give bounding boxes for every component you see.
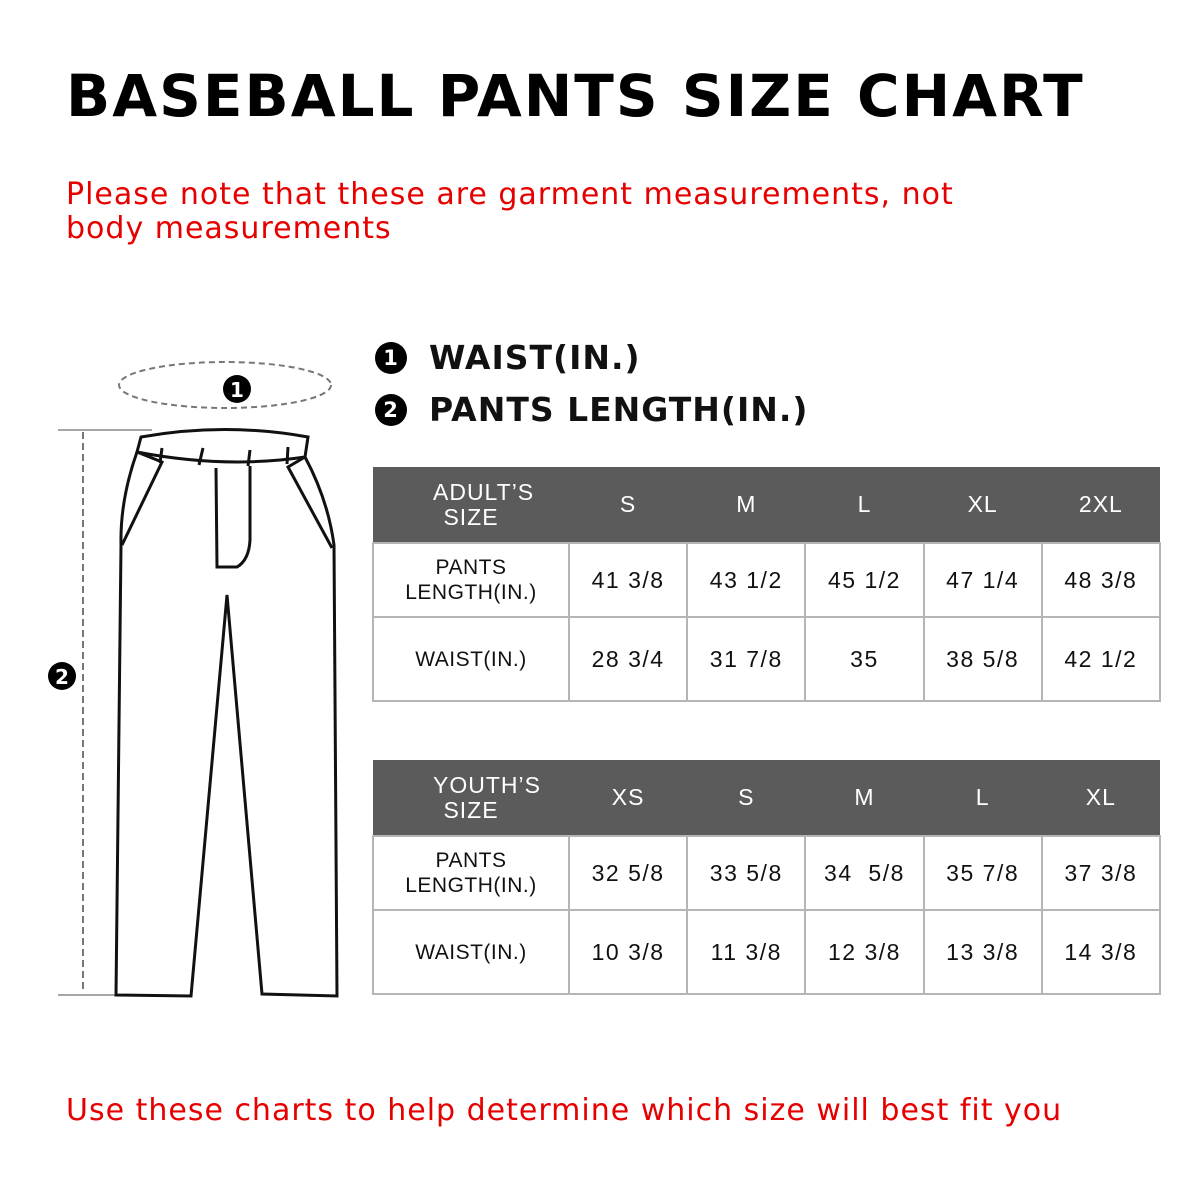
table-cell: 11 3/8 xyxy=(686,909,807,995)
waist-measure-ellipse xyxy=(118,361,332,409)
number-two-icon: 2 xyxy=(375,393,407,426)
size-header: 2XL xyxy=(1041,467,1160,543)
table-header-row: YOUTH’S SIZE XS S M L XL xyxy=(373,760,1160,836)
table-cell: 35 7/8 xyxy=(922,835,1043,911)
legend-waist-label: WAIST(IN.) xyxy=(429,338,641,377)
youth-size-table: YOUTH’S SIZE XS S M L XL PANTS LENGTH(IN… xyxy=(372,760,1162,995)
size-header: M xyxy=(805,760,924,836)
table-cell: 35 xyxy=(804,616,925,702)
table-cell: 42 1/2 xyxy=(1040,616,1162,702)
garment-note: Please note that these are garment measu… xyxy=(66,177,954,246)
table-row: WAIST(IN.) 28 3/4 31 7/8 35 38 5/8 42 1/… xyxy=(372,616,1162,702)
length-marker-number: 2 xyxy=(55,665,69,689)
header-label: YOUTH’S SIZE xyxy=(373,760,569,836)
table-cell: 47 1/4 xyxy=(922,542,1043,618)
size-header: XL xyxy=(923,467,1042,543)
row-label: WAIST(IN.) xyxy=(372,616,570,702)
table-header-row: ADULT’S SIZE S M L XL 2XL xyxy=(373,467,1160,543)
pants-outline xyxy=(114,428,339,998)
legend-length-label: PANTS LENGTH(IN.) xyxy=(429,390,809,429)
row-label: WAIST(IN.) xyxy=(372,909,570,995)
waist-marker-icon xyxy=(223,375,251,403)
table-cell: 45 1/2 xyxy=(804,542,925,618)
size-header: L xyxy=(805,467,924,543)
header-label: ADULT’S SIZE xyxy=(373,467,569,543)
table-cell: 12 3/8 xyxy=(804,909,925,995)
size-header: XL xyxy=(1041,760,1160,836)
table-cell: 32 5/8 xyxy=(567,835,689,911)
table-cell: 13 3/8 xyxy=(922,909,1043,995)
table-row: PANTS LENGTH(IN.) 41 3/8 43 1/2 45 1/2 4… xyxy=(372,542,1162,618)
pants-diagram: 1 2 xyxy=(48,361,339,998)
page-title: BASEBALL PANTS SIZE CHART xyxy=(66,62,1085,130)
length-marker-icon xyxy=(48,662,76,690)
row-label: PANTS LENGTH(IN.) xyxy=(372,835,570,911)
table-cell: 43 1/2 xyxy=(686,542,807,618)
table-row: PANTS LENGTH(IN.) 32 5/8 33 5/8 34 5/8 3… xyxy=(372,835,1162,911)
size-header: L xyxy=(923,760,1042,836)
table-cell: 31 7/8 xyxy=(686,616,807,702)
legend-length: 2 PANTS LENGTH(IN.) xyxy=(375,390,809,429)
size-header: XS xyxy=(569,760,688,836)
table-cell: 34 5/8 xyxy=(804,835,925,911)
fit-note: Use these charts to help determine which… xyxy=(66,1093,1063,1128)
size-header: S xyxy=(569,467,688,543)
table-cell: 28 3/4 xyxy=(567,616,689,702)
size-header: M xyxy=(687,467,806,543)
table-cell: 41 3/8 xyxy=(567,542,689,618)
table-cell: 38 5/8 xyxy=(922,616,1043,702)
legend-waist: 1 WAIST(IN.) xyxy=(375,338,641,377)
table-cell: 10 3/8 xyxy=(567,909,689,995)
number-one-icon: 1 xyxy=(375,341,407,374)
table-row: WAIST(IN.) 10 3/8 11 3/8 12 3/8 13 3/8 1… xyxy=(372,909,1162,995)
waist-marker-number: 1 xyxy=(230,378,244,402)
table-cell: 33 5/8 xyxy=(686,835,807,911)
table-cell: 37 3/8 xyxy=(1040,835,1162,911)
adult-size-table: ADULT’S SIZE S M L XL 2XL PANTS LENGTH(I… xyxy=(372,467,1162,702)
table-cell: 14 3/8 xyxy=(1040,909,1162,995)
table-cell: 48 3/8 xyxy=(1040,542,1162,618)
row-label: PANTS LENGTH(IN.) xyxy=(372,542,570,618)
size-header: S xyxy=(687,760,806,836)
